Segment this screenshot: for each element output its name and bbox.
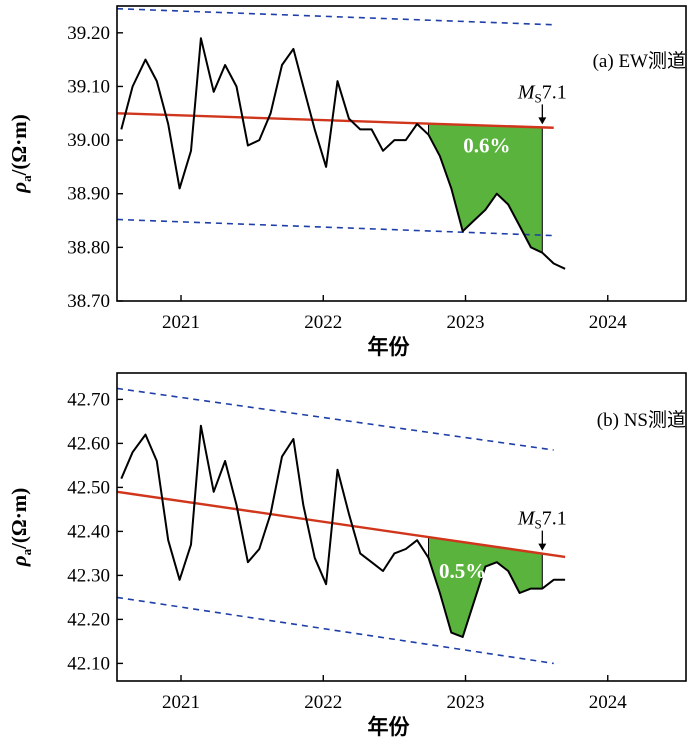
- ytick-label-a-1: 38.80: [67, 237, 110, 258]
- ytick-label-a-4: 39.10: [67, 76, 110, 97]
- plot-frame-a: [116, 5, 687, 302]
- envelope-lower-b: [116, 596, 554, 665]
- plot-frame-b: [116, 372, 687, 682]
- anomaly-percent-label-a: 0.6%: [463, 133, 510, 157]
- x-axis-title-b: 年份: [368, 715, 411, 739]
- ytick-label-b-1: 42.20: [67, 609, 110, 630]
- ytick-label-b-4: 42.50: [67, 477, 110, 498]
- trend-line-b: [116, 490, 566, 559]
- x-axis-title-a: 年份: [368, 335, 411, 359]
- y-axis-title-b: ρa/(Ω·m): [7, 488, 34, 567]
- xtick-label-a-0: 2021: [162, 312, 200, 333]
- xtick-label-a-2: 2023: [447, 312, 485, 333]
- xtick-label-a-3: 2024: [589, 312, 628, 333]
- ytick-label-a-3: 39.00: [67, 130, 110, 151]
- event-label-b: MS7.1: [517, 508, 567, 532]
- y-axis-title-unit-b: /(Ω·m): [7, 488, 31, 550]
- event-label-prefix-a: M: [517, 81, 536, 103]
- ytick-label-b-3: 42.40: [67, 521, 110, 542]
- trend-line-a: [116, 112, 554, 129]
- event-label-magnitude-a: 7.1: [542, 81, 567, 103]
- y-axis-title-unit-a: /(Ω·m): [7, 114, 31, 176]
- event-label-prefix-b: M: [517, 508, 536, 530]
- panel-a: 38.70 38.80 38.90 39.00 39.10 39.20 2021 2022 20…: [7, 5, 687, 359]
- event-label-sub-b: S: [535, 517, 542, 532]
- panel-label-a: (a) EW测道: [593, 50, 686, 72]
- y-axis-title-subscript-a: a: [19, 175, 34, 182]
- y-axis-title-subscript-b: a: [19, 548, 34, 555]
- envelope-upper-a: [116, 7, 554, 26]
- ytick-label-b-5: 42.60: [67, 433, 110, 454]
- anomaly-percent-label-b: 0.5%: [439, 559, 486, 583]
- event-label-sub-a: S: [535, 90, 542, 105]
- y-axis-title-symbol-b: ρ: [7, 555, 31, 567]
- envelope-upper-b: [116, 387, 554, 451]
- envelope-lower-a: [116, 218, 554, 237]
- xtick-label-a-1: 2022: [304, 312, 342, 333]
- ytick-label-b-2: 42.30: [67, 565, 110, 586]
- ytick-label-a-0: 38.70: [67, 291, 110, 312]
- data-series-line-b: [120, 424, 566, 638]
- xtick-label-b-0: 2021: [162, 692, 200, 713]
- ytick-label-b-0: 42.10: [67, 653, 110, 674]
- event-arrow-head-b: [538, 543, 547, 551]
- ytick-label-b-6: 42.70: [67, 389, 110, 410]
- xtick-label-b-1: 2022: [304, 692, 342, 713]
- y-axis-title-symbol-a: ρ: [7, 182, 31, 194]
- panel-label-b: (b) NS测道: [597, 409, 686, 431]
- data-series-line-a: [120, 37, 566, 270]
- xtick-label-b-2: 2023: [447, 692, 485, 713]
- event-label-a: MS7.1: [517, 81, 567, 105]
- event-label-magnitude-b: 7.1: [542, 508, 567, 530]
- y-axis-title-a: ρa/(Ω·m): [7, 114, 34, 193]
- xtick-label-b-3: 2024: [589, 692, 628, 713]
- event-arrow-head-a: [538, 117, 547, 125]
- panel-b: 42.10 42.20 42.30 42.40 42.50 42.60 42.70 2021 2…: [7, 372, 687, 739]
- ytick-label-a-2: 38.90: [67, 184, 110, 205]
- ytick-label-a-5: 39.20: [67, 23, 110, 44]
